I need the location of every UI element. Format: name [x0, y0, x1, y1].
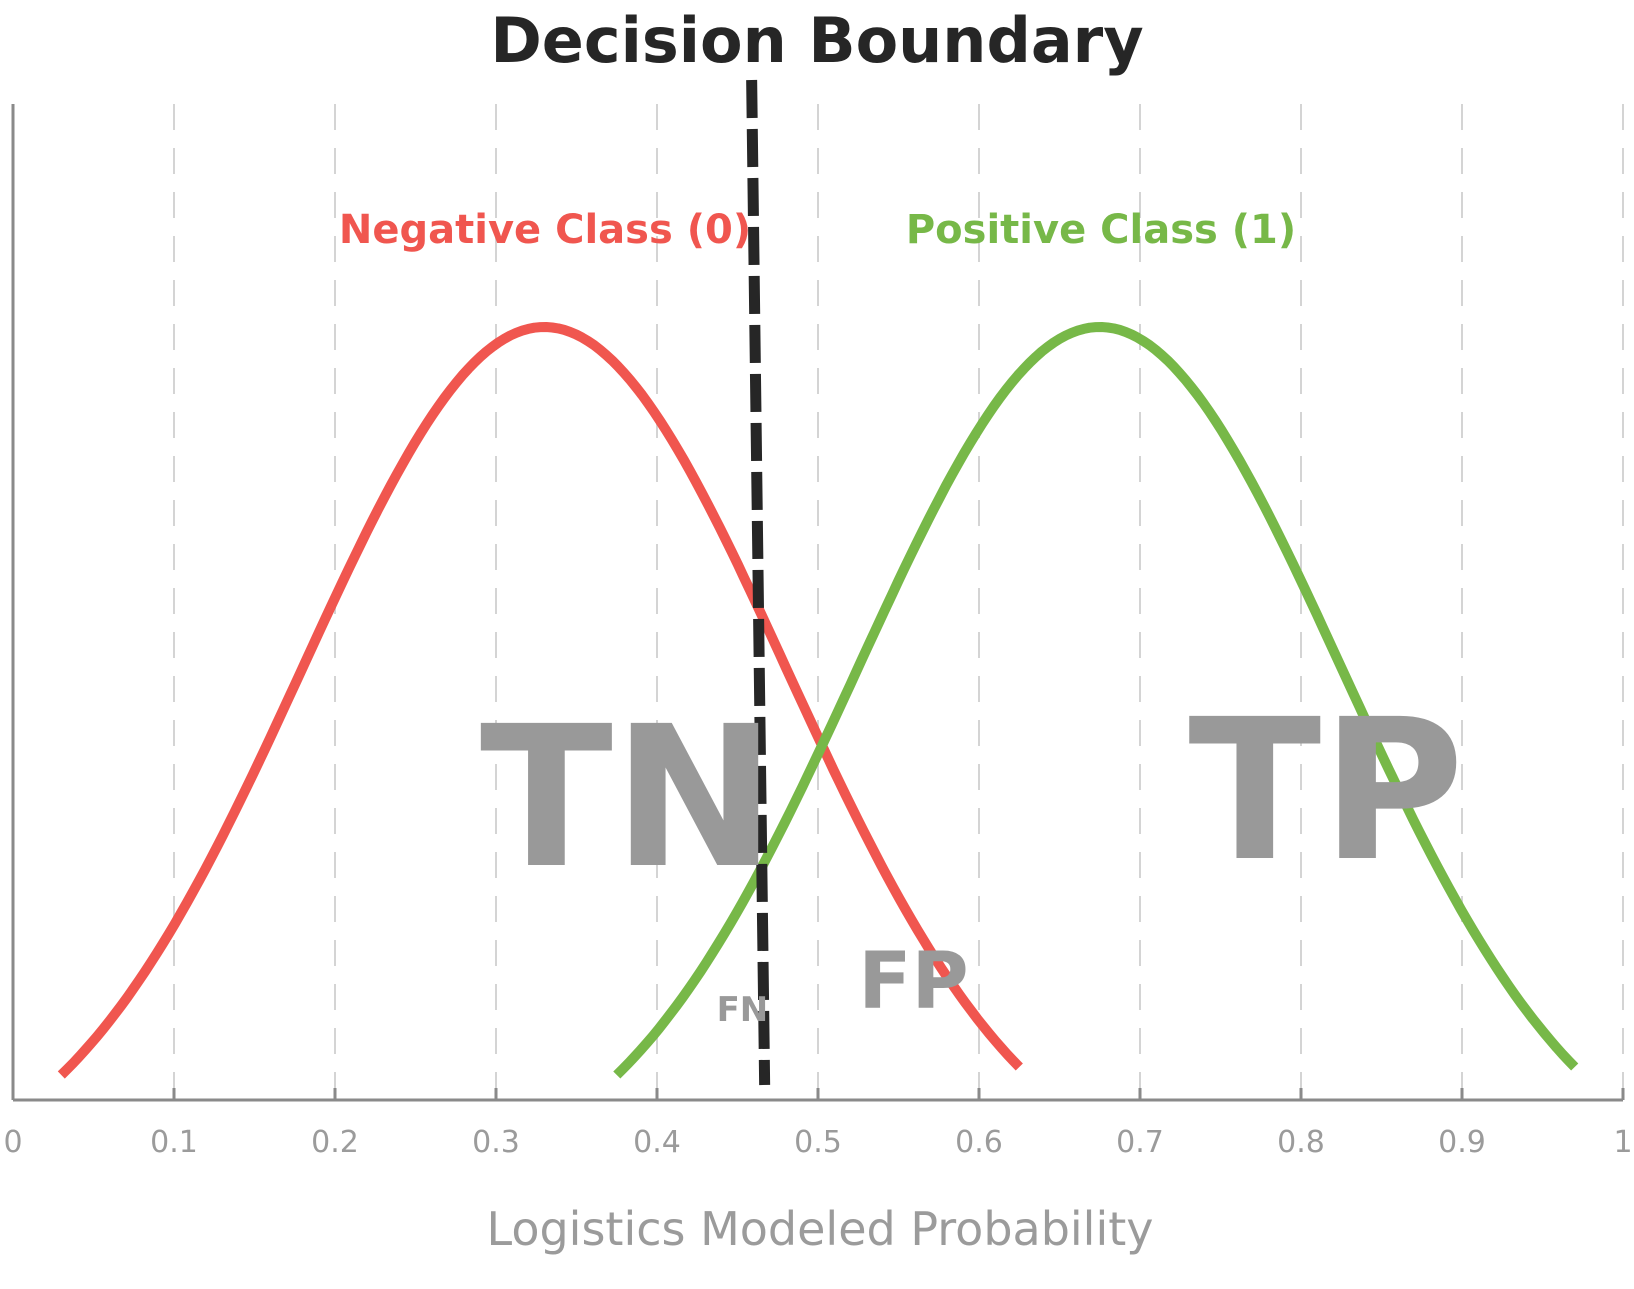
x-tick-label: 0.9	[1438, 1125, 1486, 1160]
x-tick-label: 1	[1613, 1125, 1632, 1160]
positive-class-label: Positive Class (1)	[906, 207, 1296, 253]
decision-boundary	[746, 79, 771, 1086]
chart-title: Decision Boundary	[490, 4, 1143, 77]
x-axis-title: Logistics Modeled Probability	[487, 1202, 1154, 1256]
region-label-fn: FN	[717, 990, 769, 1030]
positive-class-curve	[613, 322, 1579, 1079]
x-tick-label: 0.8	[1277, 1125, 1325, 1160]
x-tick-label: 0.3	[472, 1125, 520, 1160]
negative-class-label: Negative Class (0)	[339, 207, 751, 253]
x-tick-label: 0.2	[311, 1125, 359, 1160]
x-tick-label: 0.7	[1116, 1125, 1164, 1160]
x-tick-label: 0.5	[794, 1125, 842, 1160]
decision-boundary-line	[746, 79, 771, 1086]
region-label-tn: TN	[480, 684, 776, 911]
negative-class-curve	[57, 322, 1023, 1079]
region-label-fp: FP	[858, 937, 968, 1027]
x-tick-label: 0.4	[633, 1125, 681, 1160]
x-tick-label: 0	[3, 1125, 22, 1160]
chart-labels: Negative Class (0) Positive Class (1) TN TP…	[339, 207, 1464, 1030]
x-tick-label: 0.6	[955, 1125, 1003, 1160]
x-tick-label: 0.1	[150, 1125, 198, 1160]
distribution-curves	[57, 322, 1579, 1079]
x-axis-ticks: 0 0.1 0.2 0.3 0.4 0.5 0.6 0.7 0.8 0.9 1	[3, 1088, 1633, 1160]
region-label-tp: TP	[1188, 677, 1464, 904]
